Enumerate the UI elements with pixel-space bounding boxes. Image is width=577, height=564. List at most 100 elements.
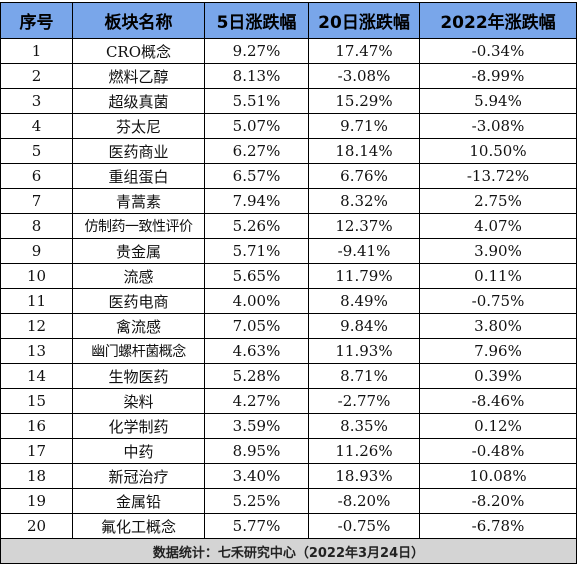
change-20day: 18.14% [308, 138, 420, 164]
change-5day: 5.51% [204, 88, 309, 114]
table-row: 4 芬太尼 5.07% 9.71% -3.08% [0, 113, 577, 139]
header-index: 序号 [0, 2, 73, 39]
row-index: 7 [0, 188, 73, 214]
change-5day: 6.27% [204, 138, 309, 164]
table-row: 12 禽流感 7.05% 9.84% 3.80% [0, 313, 577, 339]
change-20day: 9.84% [308, 313, 420, 339]
table-row: 8 仿制药一致性评价 5.26% 12.37% 4.07% [0, 213, 577, 239]
change-20day: -3.08% [308, 63, 420, 89]
change-20day: 9.71% [308, 113, 420, 139]
change-20day: -2.77% [308, 388, 420, 414]
sector-name: 芬太尼 [72, 113, 205, 139]
table-row: 3 超级真菌 5.51% 15.29% 5.94% [0, 88, 577, 114]
table-row: 16 化学制药 3.59% 8.35% 0.12% [0, 413, 577, 439]
table-footer: 数据统计：七禾研究中心（2022年3月24日） [0, 538, 577, 564]
change-2022: 0.12% [419, 413, 577, 439]
change-2022: -0.75% [419, 288, 577, 314]
change-2022: 10.50% [419, 138, 577, 164]
change-20day: 11.93% [308, 338, 420, 364]
sector-name: 幽门螺杆菌概念 [72, 338, 205, 364]
table-row: 5 医药商业 6.27% 18.14% 10.50% [0, 138, 577, 164]
table-row: 1 CRO概念 9.27% 17.47% -0.34% [0, 38, 577, 64]
change-2022: -0.48% [419, 438, 577, 464]
change-2022: -3.08% [419, 113, 577, 139]
table-header: 序号 板块名称 5日涨跌幅 20日涨跌幅 2022年涨跌幅 [0, 2, 577, 39]
sector-name: 生物医药 [72, 363, 205, 389]
header-row: 序号 板块名称 5日涨跌幅 20日涨跌幅 2022年涨跌幅 [0, 2, 577, 39]
row-index: 19 [0, 488, 73, 514]
row-index: 13 [0, 338, 73, 364]
sector-name: 流感 [72, 263, 205, 289]
sector-name: 燃料乙醇 [72, 63, 205, 89]
change-2022: -8.46% [419, 388, 577, 414]
sector-name: CRO概念 [72, 38, 205, 64]
change-20day: 15.29% [308, 88, 420, 114]
change-5day: 6.57% [204, 163, 309, 189]
row-index: 4 [0, 113, 73, 139]
change-5day: 8.95% [204, 438, 309, 464]
sector-name: 染料 [72, 388, 205, 414]
sector-name: 超级真菌 [72, 88, 205, 114]
row-index: 16 [0, 413, 73, 439]
change-2022: -0.34% [419, 38, 577, 64]
change-2022: 3.90% [419, 238, 577, 264]
table-row: 20 氟化工概念 5.77% -0.75% -6.78% [0, 513, 577, 539]
sector-name: 贵金属 [72, 238, 205, 264]
table-row: 13 幽门螺杆菌概念 4.63% 11.93% 7.96% [0, 338, 577, 364]
row-index: 17 [0, 438, 73, 464]
change-5day: 5.65% [204, 263, 309, 289]
change-20day: 8.49% [308, 288, 420, 314]
change-20day: -9.41% [308, 238, 420, 264]
row-index: 1 [0, 38, 73, 64]
header-sector-name: 板块名称 [72, 2, 205, 39]
sector-name: 禽流感 [72, 313, 205, 339]
change-20day: 8.35% [308, 413, 420, 439]
change-5day: 5.07% [204, 113, 309, 139]
table-row: 10 流感 5.65% 11.79% 0.11% [0, 263, 577, 289]
row-index: 3 [0, 88, 73, 114]
row-index: 11 [0, 288, 73, 314]
sector-name: 医药商业 [72, 138, 205, 164]
change-5day: 5.28% [204, 363, 309, 389]
change-2022: 2.75% [419, 188, 577, 214]
row-index: 5 [0, 138, 73, 164]
change-20day: 17.47% [308, 38, 420, 64]
footer-row: 数据统计：七禾研究中心（2022年3月24日） [0, 538, 577, 564]
sector-name: 新冠治疗 [72, 463, 205, 489]
change-5day: 5.25% [204, 488, 309, 514]
change-2022: 4.07% [419, 213, 577, 239]
table-row: 6 重组蛋白 6.57% 6.76% -13.72% [0, 163, 577, 189]
change-2022: 10.08% [419, 463, 577, 489]
change-2022: -13.72% [419, 163, 577, 189]
row-index: 2 [0, 63, 73, 89]
header-20day-change: 20日涨跌幅 [308, 2, 420, 39]
change-20day: 8.32% [308, 188, 420, 214]
change-5day: 4.27% [204, 388, 309, 414]
table-body: 1 CRO概念 9.27% 17.47% -0.34% 2 燃料乙醇 8.13% -3.08% -… [0, 38, 577, 539]
sector-name: 金属铅 [72, 488, 205, 514]
change-20day: 6.76% [308, 163, 420, 189]
row-index: 8 [0, 213, 73, 239]
change-5day: 5.71% [204, 238, 309, 264]
change-2022: 0.39% [419, 363, 577, 389]
row-index: 18 [0, 463, 73, 489]
table-row: 15 染料 4.27% -2.77% -8.46% [0, 388, 577, 414]
row-index: 20 [0, 513, 73, 539]
change-20day: 11.79% [308, 263, 420, 289]
row-index: 15 [0, 388, 73, 414]
change-5day: 3.40% [204, 463, 309, 489]
change-2022: -8.20% [419, 488, 577, 514]
table-row: 18 新冠治疗 3.40% 18.93% 10.08% [0, 463, 577, 489]
change-5day: 4.00% [204, 288, 309, 314]
table-row: 11 医药电商 4.00% 8.49% -0.75% [0, 288, 577, 314]
sector-name: 中药 [72, 438, 205, 464]
change-5day: 3.59% [204, 413, 309, 439]
change-20day: 8.71% [308, 363, 420, 389]
change-5day: 7.05% [204, 313, 309, 339]
sector-name: 化学制药 [72, 413, 205, 439]
change-20day: 12.37% [308, 213, 420, 239]
change-5day: 7.94% [204, 188, 309, 214]
change-2022: 7.96% [419, 338, 577, 364]
